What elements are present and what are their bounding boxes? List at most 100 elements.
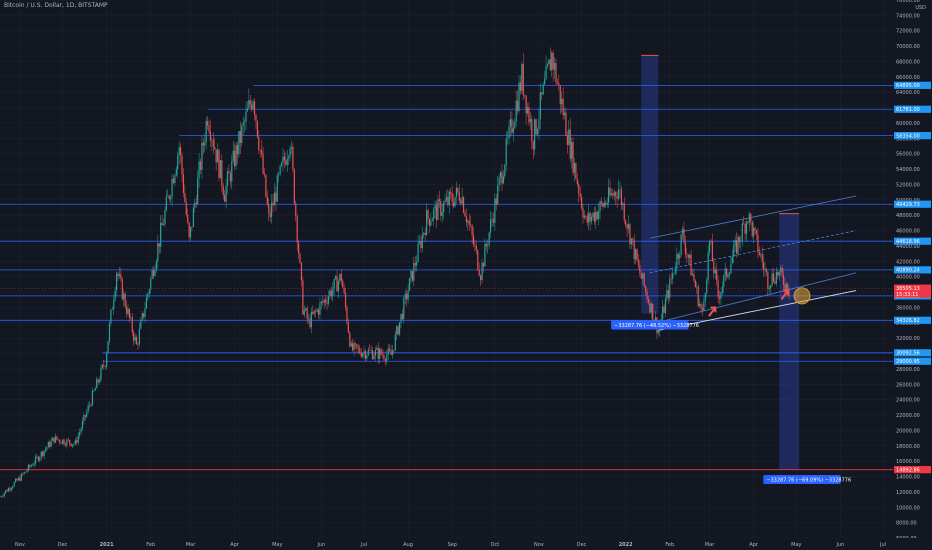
candle-body bbox=[285, 160, 287, 165]
candle-body bbox=[299, 253, 301, 263]
time-tick-label: Nov bbox=[15, 542, 25, 548]
candle-body bbox=[91, 390, 94, 406]
candle-body bbox=[195, 202, 197, 205]
candle-body bbox=[204, 142, 206, 146]
price-tick-label: 54000.00 bbox=[896, 167, 920, 173]
candle-body bbox=[681, 229, 684, 235]
candle-body bbox=[295, 203, 297, 216]
candle-body bbox=[748, 213, 750, 223]
candle-body bbox=[292, 146, 294, 170]
candle-body bbox=[667, 290, 669, 298]
candle-body bbox=[499, 172, 502, 178]
time-tick-label: Nov bbox=[534, 542, 544, 548]
candle-body bbox=[468, 220, 470, 225]
candle-body bbox=[558, 83, 560, 86]
candle-body bbox=[548, 59, 550, 65]
candle-body bbox=[525, 95, 527, 114]
candle-body bbox=[188, 222, 190, 238]
candle-body bbox=[400, 313, 402, 323]
candle-body bbox=[127, 308, 129, 314]
price-tick-label: 28000.00 bbox=[896, 367, 920, 373]
candle-body bbox=[740, 240, 742, 243]
candle-body bbox=[626, 224, 628, 229]
candle-body bbox=[219, 160, 222, 179]
candle-body bbox=[531, 119, 533, 142]
candle-body bbox=[542, 84, 544, 95]
candle-body bbox=[310, 311, 313, 328]
price-tick-label: 8000.00 bbox=[896, 521, 917, 527]
candle-body bbox=[475, 245, 477, 251]
time-tick-label: Dec bbox=[58, 542, 68, 548]
candle-body bbox=[33, 463, 35, 466]
candle-body bbox=[326, 302, 328, 304]
candle-body bbox=[384, 359, 386, 361]
candle-body bbox=[780, 267, 782, 272]
candle-body bbox=[427, 210, 429, 219]
candle-body bbox=[606, 202, 608, 205]
candle-body bbox=[686, 253, 688, 255]
candle-body bbox=[52, 437, 54, 441]
candle-body bbox=[175, 169, 177, 176]
candle-body bbox=[236, 145, 239, 155]
price-tick-label: 42000.00 bbox=[896, 259, 920, 265]
candle-body bbox=[674, 268, 677, 273]
candle-body bbox=[363, 351, 365, 354]
candle-body bbox=[349, 332, 351, 347]
candle-body bbox=[518, 82, 520, 112]
candle-body bbox=[565, 112, 567, 136]
candle-body bbox=[269, 212, 271, 217]
price-tick-label: 52000.00 bbox=[896, 182, 920, 188]
candle-body bbox=[194, 202, 196, 208]
candle-body bbox=[568, 129, 570, 145]
candle-body bbox=[187, 214, 189, 223]
candle-body bbox=[390, 350, 392, 355]
candle-body bbox=[551, 52, 553, 71]
candle-body bbox=[760, 254, 762, 255]
grid bbox=[0, 0, 893, 539]
candle-body bbox=[238, 131, 240, 155]
candle-body bbox=[350, 343, 352, 347]
candle-body bbox=[343, 287, 345, 293]
candle-body bbox=[152, 270, 155, 276]
candle-body bbox=[553, 62, 556, 70]
candle-body bbox=[339, 273, 341, 282]
candle-body bbox=[519, 82, 522, 91]
candle-body bbox=[171, 178, 173, 197]
candle-body bbox=[243, 121, 246, 123]
candle-body bbox=[202, 142, 204, 146]
candle-body bbox=[174, 175, 176, 184]
candle-body bbox=[589, 212, 591, 222]
candle-body bbox=[579, 193, 581, 197]
candle-body bbox=[571, 141, 573, 159]
candle-body bbox=[364, 351, 367, 359]
candle-body bbox=[303, 309, 305, 315]
candle-body bbox=[389, 348, 391, 351]
candle-body bbox=[441, 212, 443, 216]
candle-body bbox=[673, 272, 675, 274]
candle-body bbox=[275, 192, 277, 202]
candle-body bbox=[689, 254, 691, 258]
candle-body bbox=[404, 293, 406, 299]
candle-body bbox=[566, 135, 568, 145]
candle-body bbox=[344, 292, 347, 308]
candle-body bbox=[329, 290, 331, 297]
level-price-tag-text: 64895.00 bbox=[896, 83, 920, 89]
candle-body bbox=[684, 242, 686, 254]
candle-body bbox=[424, 232, 426, 236]
candle-body bbox=[758, 252, 760, 255]
candle-body bbox=[539, 92, 541, 120]
candle-body bbox=[690, 254, 692, 276]
candle-body bbox=[435, 205, 438, 221]
candle-body bbox=[465, 216, 468, 223]
candle-body bbox=[744, 224, 746, 234]
candle-body bbox=[670, 278, 672, 280]
time-tick-label: Feb bbox=[146, 542, 155, 548]
candle-body bbox=[221, 160, 223, 186]
candle-body bbox=[620, 189, 623, 206]
candle-body bbox=[650, 303, 652, 313]
candle-body bbox=[727, 275, 729, 278]
candle-body bbox=[74, 440, 76, 444]
candle-body bbox=[181, 155, 183, 175]
candle-body bbox=[64, 444, 67, 446]
